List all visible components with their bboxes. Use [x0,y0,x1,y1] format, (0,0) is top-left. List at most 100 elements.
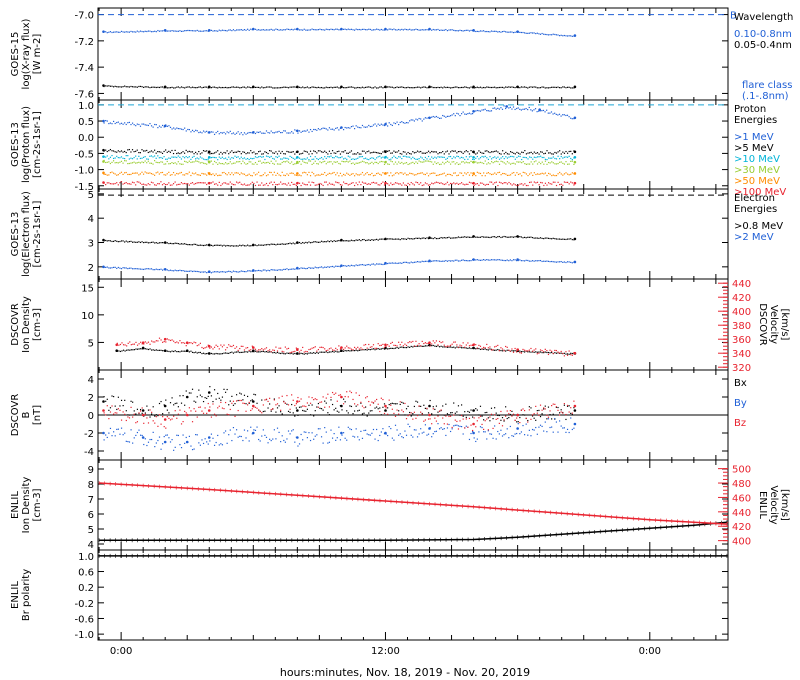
data-point [114,162,116,164]
data-point [426,345,428,347]
data-point [275,404,277,406]
data-point [457,30,460,32]
data-point [103,396,105,398]
data-point [490,259,493,261]
data-point [158,86,161,89]
data-point [223,163,225,165]
data-point [380,348,382,350]
data-point [180,171,183,174]
data-point [368,263,370,266]
data-point [498,414,500,417]
data-point [407,29,409,31]
data-point [523,260,526,262]
data-point [336,349,338,351]
data-point [380,344,382,346]
data-point [286,268,288,270]
data-point [106,182,108,184]
data-point [298,153,301,155]
data-point [551,418,553,420]
data-point [361,124,364,127]
flare-class-note: flare class [742,80,792,91]
data-point [327,28,329,31]
data-point [360,156,362,158]
data-point [409,413,411,416]
data-point [234,403,236,405]
data-point [108,418,110,420]
data-point [380,123,382,125]
data-point [339,348,342,350]
data-point [483,30,485,32]
data-point [253,346,255,349]
data-point [161,171,164,174]
data-point [486,86,488,88]
data-point [451,428,453,430]
data-point [470,182,472,184]
data-point [497,31,499,33]
data-point [368,400,370,403]
data-point [484,160,486,162]
data-point [516,161,518,163]
data-point [511,31,513,33]
data-point [391,347,393,350]
data-point [141,413,145,417]
data-point [276,172,279,174]
data-point [149,416,151,418]
data-point [368,412,370,414]
y-axis-label: DSCOVR [10,394,21,437]
data-point [248,161,250,163]
data-point [520,260,523,262]
data-point [188,29,190,32]
data-point [361,160,364,162]
data-point [309,184,312,186]
data-point [353,265,356,267]
data-point [342,240,345,242]
data-point [187,29,189,32]
data-point [456,86,458,88]
data-point [402,437,404,439]
data-point [183,152,186,154]
data-point [394,415,397,417]
data-point [228,183,230,185]
data-point [503,153,505,155]
data-point [481,155,483,158]
data-point [409,346,411,348]
data-point [357,184,359,186]
data-point [190,350,192,352]
data-point [306,353,308,355]
data-point [486,110,488,112]
data-point [460,182,463,184]
data-point [226,388,228,391]
data-point [275,352,277,354]
data-point [272,408,274,410]
data-point [280,441,282,443]
data-point [483,152,485,154]
data-point [142,183,145,185]
data-point [259,150,261,152]
data-point [446,30,449,32]
data-point [193,448,195,450]
data-point [130,162,132,164]
data-point [147,348,150,351]
data-point [102,409,105,412]
data-point [420,261,422,263]
data-point [191,161,194,163]
data-point [528,173,531,175]
data-point [401,161,403,164]
data-point [437,28,439,31]
data-point [379,407,381,409]
data-point [476,86,478,88]
data-point [528,260,530,262]
data-point [467,171,469,174]
data-point [570,150,572,152]
data-point [157,340,159,342]
data-point [141,149,143,151]
data-point [424,156,427,159]
data-point [546,431,548,433]
data-point [314,184,316,186]
data-point [559,158,561,160]
data-point [388,28,390,30]
data-point [484,184,486,186]
data-point [549,162,551,164]
data-point [379,238,381,240]
data-point [109,240,112,242]
